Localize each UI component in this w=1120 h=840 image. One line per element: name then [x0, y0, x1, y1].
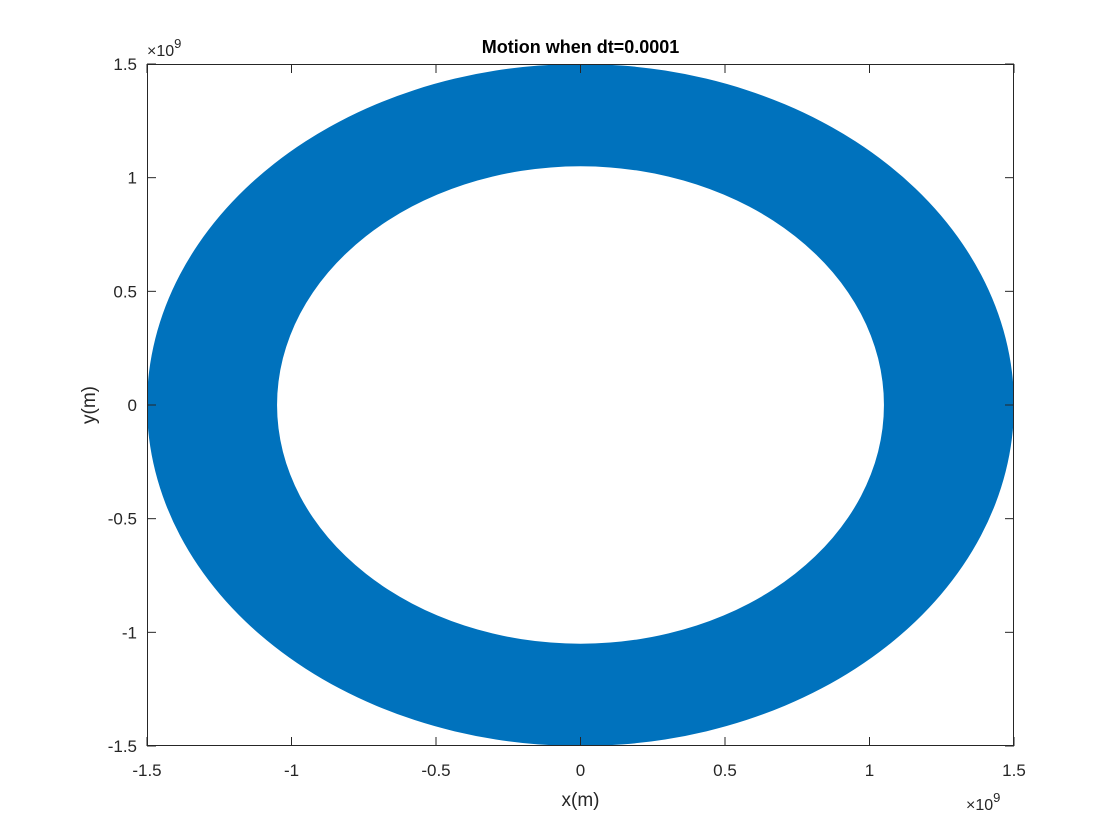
x-tick-label: -0.5 — [421, 761, 450, 780]
x-tick-label: -1.5 — [132, 761, 161, 780]
y-tick-label: 0.5 — [113, 282, 137, 301]
x-exponent-power: 9 — [993, 790, 1000, 805]
chart-title: Motion when dt=0.0001 — [482, 37, 680, 57]
orbit-band-series — [147, 63, 1014, 746]
y-tick-label: -1.5 — [108, 737, 137, 756]
x-axis-ticks: -1.5 -1 -0.5 0 0.5 1 1.5 — [132, 64, 1026, 780]
y-axis-ticks: -1.5 -1 -0.5 0 0.5 1 1.5 — [108, 55, 1014, 756]
y-tick-label: 1.5 — [113, 55, 137, 74]
y-exponent-power: 9 — [174, 36, 181, 51]
x-axis-exponent: ×109 — [966, 790, 1000, 814]
x-tick-label: -1 — [284, 761, 299, 780]
y-axis-label: y(m) — [79, 386, 100, 424]
y-axis-exponent: ×109 — [147, 36, 181, 60]
x-axis-label: x(m) — [562, 790, 600, 811]
x-tick-label: 1.5 — [1002, 761, 1026, 780]
y-tick-label: -1 — [122, 623, 137, 642]
y-exponent-base: ×10 — [147, 43, 174, 60]
x-tick-label: 0.5 — [713, 761, 737, 780]
x-tick-label: 0 — [576, 761, 585, 780]
x-tick-label: 1 — [865, 761, 874, 780]
y-tick-label: 0 — [128, 396, 137, 415]
x-exponent-base: ×10 — [966, 797, 993, 814]
y-tick-label: -0.5 — [108, 510, 137, 529]
y-tick-label: 1 — [128, 169, 137, 188]
